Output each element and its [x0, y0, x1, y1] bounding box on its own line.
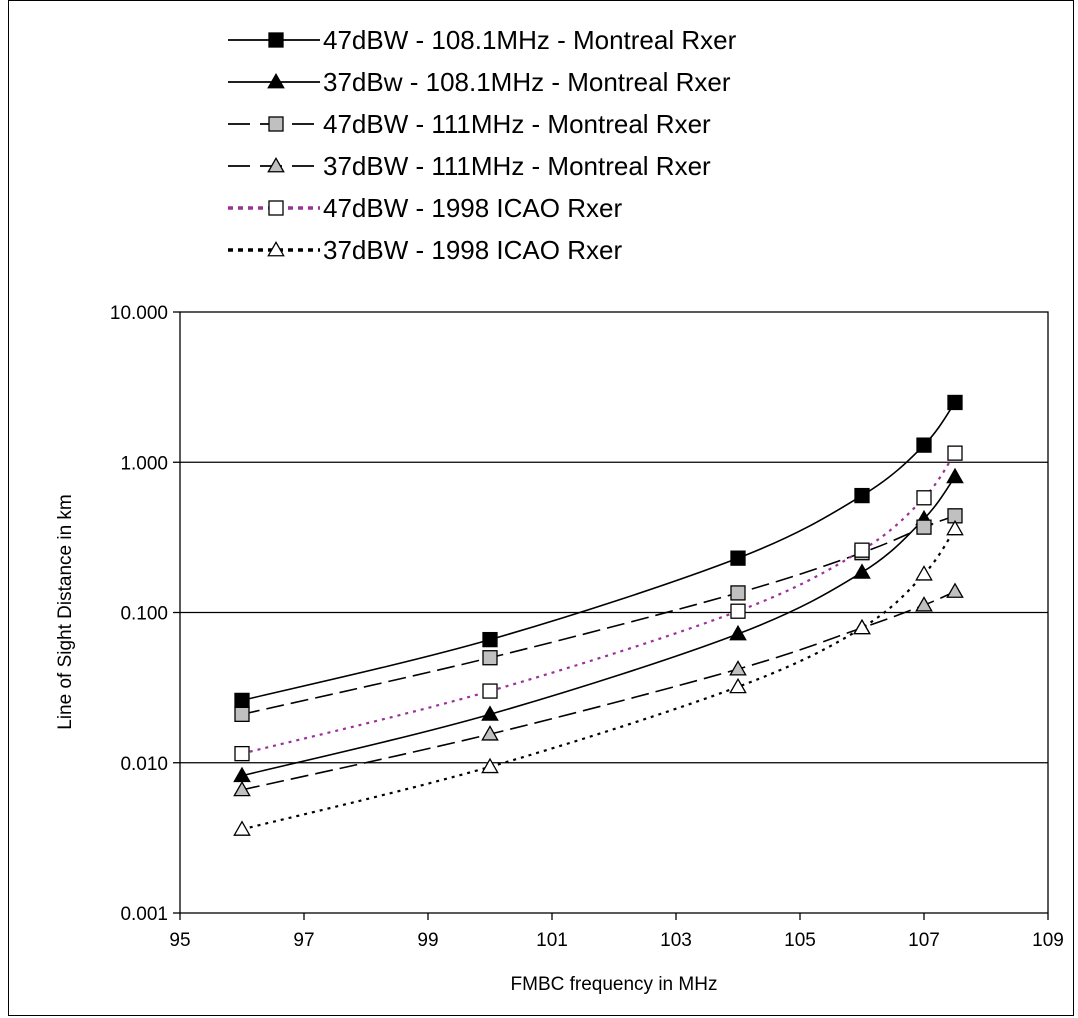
series-1-point	[234, 692, 250, 709]
series-line-2	[241, 476, 956, 777]
legend-label-3: 47dBW - 111MHz - Montreal Rxer	[323, 109, 711, 139]
legend-marker-6	[267, 240, 285, 257]
series-6-point	[729, 677, 747, 694]
plot-area	[179, 311, 1049, 914]
series-5-point	[730, 603, 746, 619]
series-2-point	[946, 467, 964, 484]
legend-label-2: 37dBw - 108.1MHz - Montreal Rxer	[323, 67, 731, 97]
x-tick-label: 95	[169, 930, 190, 951]
series-2-point	[729, 624, 747, 641]
legend-label-5: 47dBW - 1998 ICAO Rxer	[323, 193, 622, 223]
series-1-point	[916, 437, 932, 453]
x-tick-label: 109	[1032, 930, 1064, 951]
series-6-point	[853, 618, 871, 635]
x-tick-label: 101	[536, 930, 568, 951]
series-line-1	[241, 401, 956, 702]
y-axis-ticks: 0.001 0.010 0.100 1.000 10.000	[110, 303, 180, 925]
series-3-point	[916, 519, 932, 535]
legend-label-4: 37dBW - 111MHz - Montreal Rxer	[323, 151, 711, 181]
series-line-5	[241, 452, 956, 755]
series-3-point	[730, 585, 746, 601]
series-markers	[233, 394, 964, 836]
series-4-point	[729, 660, 747, 676]
series-3-point	[234, 706, 250, 722]
series-2-point	[481, 705, 499, 721]
y-tick-label: 0.001	[120, 904, 168, 925]
series-6-point	[915, 565, 933, 581]
x-axis-ticks: 95 97 99 101 103 105 107 109	[169, 913, 1064, 951]
x-axis-title: FMBC frequency in MHz	[511, 974, 718, 995]
legend-marker-1	[268, 32, 284, 48]
series-5-point	[482, 683, 498, 699]
series-line-6	[241, 528, 956, 831]
series-2-point	[853, 563, 871, 579]
x-tick-label: 103	[660, 930, 692, 951]
gridlines	[180, 461, 1048, 764]
series-4-point	[915, 596, 933, 612]
x-tick-label: 107	[908, 930, 940, 951]
series-5-point	[854, 542, 870, 558]
legend-label-6: 37dBW - 1998 ICAO Rxer	[323, 235, 622, 265]
series-4-point	[946, 582, 964, 598]
series-3-point	[482, 650, 498, 666]
series-1-point	[482, 631, 498, 648]
y-axis-title: Line of Sight Distance in km	[55, 494, 76, 730]
series-line-3	[241, 515, 956, 716]
series-6-point	[481, 757, 499, 774]
series-5-point	[234, 745, 250, 762]
series-4-point	[481, 725, 499, 741]
legend-marker-2	[267, 72, 285, 89]
legend-marker-5	[268, 200, 284, 216]
series-1-point	[730, 550, 746, 566]
series-1-point	[947, 394, 963, 411]
legend-marker-4	[267, 156, 285, 173]
series-4-point	[233, 780, 251, 797]
series-6-point	[946, 519, 964, 536]
y-tick-label: 0.100	[120, 604, 168, 625]
legend-label-1: 47dBW - 108.1MHz - Montreal Rxer	[323, 25, 737, 55]
legend: 47dBW - 108.1MHz - Montreal Rxer 37dBw - …	[228, 25, 737, 265]
x-tick-label: 99	[417, 930, 438, 951]
series-lines	[241, 401, 956, 831]
series-6-point	[233, 820, 251, 836]
x-tick-label: 97	[293, 930, 314, 951]
x-tick-label: 105	[784, 930, 816, 951]
legend-marker-3	[268, 116, 284, 132]
y-tick-label: 0.010	[120, 754, 168, 775]
y-tick-label: 10.000	[110, 303, 168, 324]
series-5-point	[916, 490, 932, 506]
chart-frame	[8, 0, 1074, 1016]
y-tick-label: 1.000	[120, 453, 168, 474]
series-5-point	[947, 445, 963, 461]
series-1-point	[854, 487, 870, 504]
